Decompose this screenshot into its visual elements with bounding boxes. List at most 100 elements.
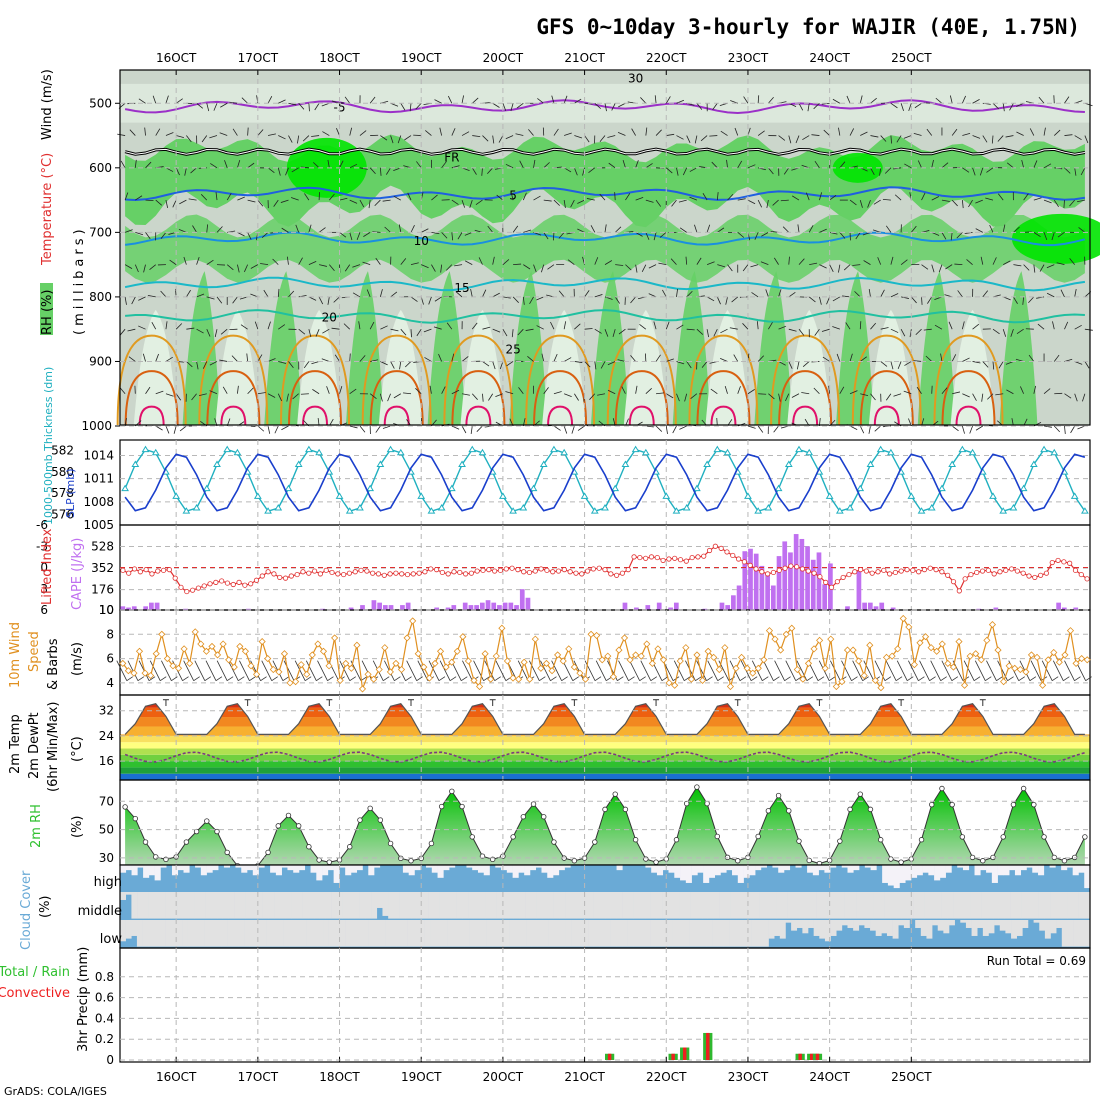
cloud-clear-high <box>905 865 912 881</box>
wind-barb <box>849 128 855 136</box>
cloud-clear-middle <box>274 892 281 919</box>
wind-barb <box>558 290 565 298</box>
wind-barb <box>885 393 892 401</box>
wind-barb <box>992 102 999 110</box>
wind-barb <box>931 196 940 201</box>
wind10-point <box>308 651 316 659</box>
cloud-clear-middle <box>1038 892 1045 919</box>
wind-barb <box>246 353 249 362</box>
dry-plume-5 <box>542 309 587 425</box>
wind-barb <box>416 161 422 169</box>
wind-barb <box>429 385 432 394</box>
wind10-point <box>436 647 445 655</box>
li-point <box>497 567 504 573</box>
cloud-clear-low <box>182 920 188 947</box>
wind-barb <box>1070 425 1076 434</box>
li-point <box>596 565 602 571</box>
wind-barb <box>838 264 841 273</box>
cloud-clear-high <box>980 865 987 871</box>
wind-barb <box>809 262 818 266</box>
wind10-point <box>130 669 138 677</box>
cloud-clear-high <box>252 865 259 876</box>
wind-barb <box>991 135 994 144</box>
wind-barb <box>1064 425 1066 434</box>
cloud-clear-middle <box>616 892 623 919</box>
li-point <box>213 579 219 585</box>
wind-barb <box>380 361 388 366</box>
wind-barb <box>757 130 765 136</box>
wind-barb <box>492 361 496 370</box>
wind10-barb <box>896 660 908 681</box>
cloud-clear-low <box>554 920 561 947</box>
wind-barb <box>666 167 673 174</box>
thickness-point <box>723 448 732 456</box>
cloud-clear-high <box>131 865 138 876</box>
wind-barb <box>648 264 657 269</box>
cloud-clear-low <box>745 920 752 947</box>
wind-barb <box>618 328 626 335</box>
cloud-clear-low <box>932 920 939 926</box>
cloud-clear-high <box>512 865 519 878</box>
dry-plume-6 <box>623 309 668 425</box>
wind10-barb-flag <box>762 676 769 682</box>
thickness-point <box>294 460 303 467</box>
wind-barb <box>155 390 164 395</box>
wind10-barb <box>317 660 328 681</box>
wind-barb <box>410 329 412 338</box>
wind10-point <box>760 656 768 664</box>
wind-barb <box>186 327 195 330</box>
cape-tick-528: 528 <box>91 540 114 554</box>
li-point <box>701 553 707 559</box>
wind10-tick-10: 10 <box>99 603 114 617</box>
cape-bar <box>474 605 479 610</box>
thickness-point <box>1081 507 1089 514</box>
li-point <box>643 555 649 561</box>
wind-barb <box>439 127 443 136</box>
wind-barb <box>563 357 572 362</box>
cloud-clear-middle <box>399 892 406 919</box>
cloud-clear-high <box>339 865 346 868</box>
cloud-clear-high <box>518 865 525 873</box>
cloud-clear-middle <box>456 892 463 919</box>
wind-barb <box>558 232 565 239</box>
wind-barb <box>336 128 340 136</box>
cape-bar <box>673 602 679 610</box>
cloud-clear-middle <box>890 892 897 919</box>
cape-bar <box>793 534 799 610</box>
wind-barb <box>247 127 249 136</box>
cloud-plot <box>119 864 1091 949</box>
thickness-point <box>662 492 671 499</box>
wind-barb <box>250 264 259 269</box>
wind-barb <box>308 103 310 112</box>
cloud-clear-low <box>1067 920 1074 947</box>
li-point <box>724 549 730 555</box>
wind-barb <box>1080 167 1086 176</box>
wind-barb <box>982 290 989 298</box>
wind-barb <box>747 389 755 395</box>
wind10-point <box>303 670 311 678</box>
wind-barb <box>541 264 545 273</box>
wind-barb <box>334 354 340 362</box>
wind-barb <box>1029 128 1035 136</box>
wind-barb <box>247 199 256 203</box>
li-point <box>190 587 196 593</box>
wind-barb <box>196 361 199 370</box>
cloud-clear-low <box>1039 920 1046 931</box>
thickness-point <box>631 445 640 453</box>
wind10-barb-flag <box>160 676 167 682</box>
li-point <box>979 568 986 574</box>
wind-barb <box>145 199 154 202</box>
wind-barb <box>1013 296 1018 304</box>
cloud-clear-high <box>495 865 502 868</box>
wind10-barb-flag <box>215 676 223 682</box>
cloud-clear-high <box>726 865 733 871</box>
wind-barb <box>917 160 922 168</box>
wind10-point <box>765 627 774 635</box>
wind-barb <box>622 160 626 168</box>
wind-barb <box>551 95 555 104</box>
rh2m-tick-70: 70 <box>99 794 114 808</box>
li-point <box>782 565 788 571</box>
wind-barb <box>362 261 371 266</box>
wind-barb <box>165 167 174 172</box>
cape-bar <box>805 546 810 610</box>
